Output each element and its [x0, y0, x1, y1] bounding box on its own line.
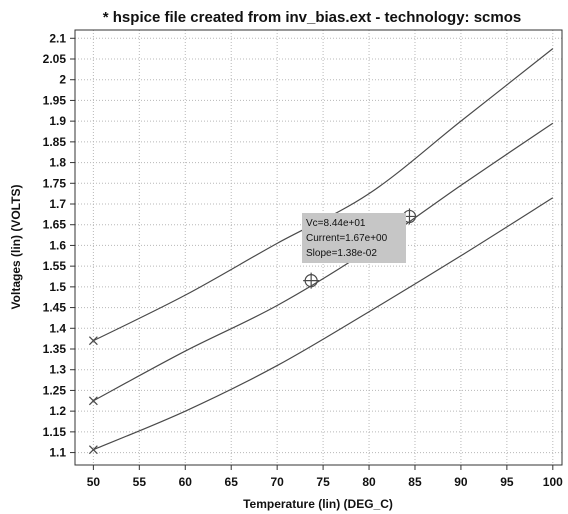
- x-tick-label: 85: [408, 475, 422, 489]
- x-tick-labels: 50 55 60 65 70 75 80 85 90 95 100: [87, 475, 563, 489]
- tooltip-background: [302, 213, 406, 263]
- y-tick-label: 1.45: [43, 301, 67, 315]
- y-axis-label: Voltages (lin) (VOLTS): [9, 185, 23, 310]
- y-tick-label: 1.95: [43, 93, 67, 107]
- annotation-tooltip: Vc=8.44e+01 Current=1.67e+00 Slope=1.38e…: [302, 213, 406, 263]
- x-tick-label: 65: [225, 475, 239, 489]
- y-tick-label: 1.7: [49, 197, 66, 211]
- y-tick-labels: 1.1 1.15 1.2 1.25 1.3 1.35 1.4 1.45 1.5 1.55 1.6 1.…: [43, 31, 67, 459]
- y-tick-label: 2.05: [43, 52, 67, 66]
- x-tick-label: 75: [316, 475, 330, 489]
- x-tick-label: 95: [500, 475, 514, 489]
- axes: [70, 29, 563, 470]
- grid: [75, 30, 562, 465]
- series-line-1: [93, 48, 554, 342]
- x-tick-label: 90: [454, 475, 468, 489]
- y-tick-label: 1.35: [43, 342, 67, 356]
- tooltip-vc: Vc=8.44e+01: [306, 218, 366, 229]
- tooltip-current: Current=1.67e+00: [306, 233, 388, 244]
- x-tick-label: 70: [270, 475, 284, 489]
- y-tick-label: 2: [59, 73, 66, 87]
- x-marker: [88, 396, 98, 406]
- x-tick-label: 100: [543, 475, 563, 489]
- markers: [88, 208, 418, 455]
- y-tick-label: 1.4: [49, 321, 66, 335]
- crosshair-marker: [303, 272, 320, 289]
- y-tick-label: 1.3: [49, 363, 66, 377]
- x-tick-label: 50: [87, 475, 101, 489]
- y-tick-label: 1.6: [49, 238, 66, 252]
- series-line-3: [93, 197, 554, 451]
- y-tick-label: 1.85: [43, 135, 67, 149]
- chart-title: * hspice file created from inv_bias.ext …: [103, 9, 521, 26]
- x-tick-label: 55: [133, 475, 147, 489]
- x-marker: [88, 445, 98, 455]
- y-tick-label: 1.9: [49, 114, 66, 128]
- y-tick-label: 1.55: [43, 259, 67, 273]
- x-tick-label: 80: [362, 475, 376, 489]
- y-tick-label: 1.1: [49, 446, 66, 460]
- x-tick-label: 60: [179, 475, 193, 489]
- y-tick-label: 1.65: [43, 218, 67, 232]
- y-tick-label: 1.5: [49, 280, 66, 294]
- x-marker: [88, 336, 98, 346]
- x-axis-label: Temperature (lin) (DEG_C): [243, 497, 393, 511]
- y-tick-label: 2.1: [49, 31, 66, 45]
- series-line-2: [93, 122, 554, 402]
- y-tick-label: 1.75: [43, 176, 67, 190]
- y-tick-label: 1.8: [49, 156, 66, 170]
- plot-frame: [74, 29, 563, 466]
- y-tick-label: 1.15: [43, 425, 67, 439]
- tooltip-slope: Slope=1.38e-02: [306, 248, 377, 259]
- y-tick-label: 1.2: [49, 404, 66, 418]
- y-tick-label: 1.25: [43, 383, 67, 397]
